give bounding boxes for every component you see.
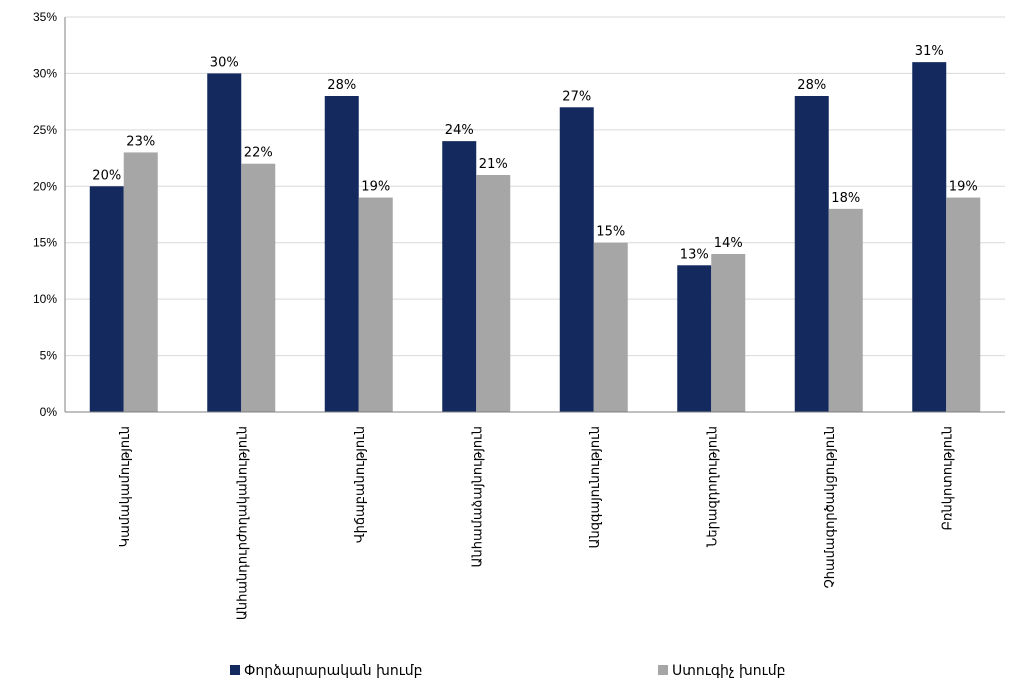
legend-label-control: Ստուգիչ խումբ xyxy=(672,663,785,679)
y-tick-label: 15% xyxy=(33,236,57,250)
data-label: 21% xyxy=(479,157,508,172)
bar-series-1 xyxy=(241,163,276,412)
bar-series-0 xyxy=(912,62,947,413)
bar-series-1 xyxy=(828,208,863,412)
data-label: 13% xyxy=(680,247,709,262)
data-label: 30% xyxy=(210,55,239,70)
y-tick-label: 25% xyxy=(33,123,57,137)
bar-series-1 xyxy=(946,197,981,412)
x-axis-categories: Կամակամություն Անհանդուրժողականություն Վիճ… xyxy=(118,426,956,620)
bar-series-0 xyxy=(677,265,712,412)
bar-series-0 xyxy=(559,107,594,413)
y-tick-label: 5% xyxy=(40,349,58,363)
bar-series-1 xyxy=(123,152,158,412)
data-label: 31% xyxy=(915,44,944,59)
bar-series-0 xyxy=(89,186,124,412)
data-label: 28% xyxy=(797,78,826,93)
legend-swatch-experimental xyxy=(230,665,240,675)
bar-series-0 xyxy=(794,96,829,412)
data-label: 24% xyxy=(445,123,474,138)
data-label: 27% xyxy=(562,89,591,104)
y-tick-label: 20% xyxy=(33,179,57,193)
data-labels: 20% 23% 30% 22% 28% 19% 24% 21% 27% 15% 13% 14% 28% 1… xyxy=(92,44,977,262)
data-label: 14% xyxy=(714,236,743,251)
axes xyxy=(64,17,1005,413)
legend-label-experimental: Փորձարարական խումբ xyxy=(244,663,423,679)
data-label: 19% xyxy=(949,180,978,195)
data-label: 20% xyxy=(92,168,121,183)
y-axis-ticks: 0% 5% 10% 15% 20% 25% 30% 35% xyxy=(33,10,57,419)
data-label: 19% xyxy=(361,180,390,195)
y-tick-label: 0% xyxy=(40,405,58,419)
category-label: Չհամագործակցություն xyxy=(823,426,838,588)
y-tick-label: 30% xyxy=(33,66,57,80)
legend: Փորձարարական խումբ Ստուգիչ խումբ xyxy=(230,663,785,679)
data-label: 23% xyxy=(126,134,155,149)
bar-series-0 xyxy=(207,73,242,412)
data-label: 22% xyxy=(244,146,273,161)
bar-series-0 xyxy=(324,96,359,412)
bar-series-1 xyxy=(593,242,628,412)
data-label: 15% xyxy=(596,225,625,240)
bar-series-1 xyxy=(358,197,393,412)
category-label: Անհանդուրժողականություն xyxy=(235,426,250,620)
y-tick-label: 10% xyxy=(33,292,57,306)
category-label: Անհամաձայնություն xyxy=(470,426,485,567)
gridlines xyxy=(65,16,1005,413)
legend-swatch-control xyxy=(658,665,668,675)
data-label: 28% xyxy=(327,78,356,93)
category-label: Անզգայունություն xyxy=(588,426,603,548)
bar-series-0 xyxy=(442,141,477,412)
category-label: Կամակամություն xyxy=(118,426,133,547)
category-label: Բռնկոտություն xyxy=(940,426,955,530)
bars xyxy=(89,62,981,413)
category-label: Ներազդողություն xyxy=(705,426,720,547)
data-label: 18% xyxy=(831,191,860,206)
y-tick-label: 35% xyxy=(33,10,57,24)
bar-series-1 xyxy=(711,254,746,412)
category-label: Վիճաբանություն xyxy=(353,426,368,543)
bar-series-1 xyxy=(476,175,511,412)
